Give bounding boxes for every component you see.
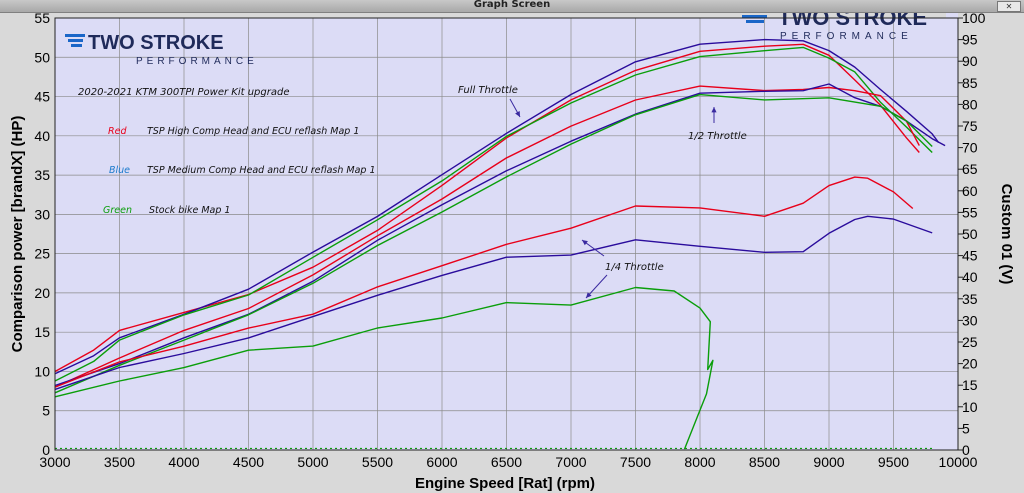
y-tick-label: 20 xyxy=(34,285,50,301)
x-tick-label: 3500 xyxy=(104,454,135,470)
window-title: Graph Screen xyxy=(473,0,551,10)
y-tick-labels: 0 5 10 15 20 25 30 35 40 45 50 55 xyxy=(34,13,50,458)
brand-logo: TWO STROKE PERFORMANCE xyxy=(65,32,258,67)
series-line-red xyxy=(54,85,920,388)
y2-tick-label: 10 xyxy=(962,399,978,415)
y-tick-label: 55 xyxy=(34,13,50,26)
x-tick-label: 8500 xyxy=(749,454,780,470)
y2-tick-label: 70 xyxy=(962,140,978,156)
y-tick-label: 25 xyxy=(34,246,50,262)
arrow-head-quarter-b xyxy=(586,292,592,298)
series-line-red xyxy=(54,176,914,388)
chart-title: 2020-2021 KTM 300TPI Power Kit upgrade xyxy=(78,87,290,98)
plot-border xyxy=(54,17,959,451)
annotation-full-throttle: Full Throttle xyxy=(458,85,518,96)
x-tick-label: 9500 xyxy=(878,454,909,470)
dyno-chart: 0 5 10 15 20 25 30 35 40 45 50 55 0 5 10 15 20 25 30 35 40 4… xyxy=(9,13,1015,492)
y-axis-title: Comparison power [brandX] (HP) xyxy=(9,116,26,353)
x-tick-label: 7000 xyxy=(555,454,586,470)
y2-tick-label: 25 xyxy=(962,334,978,350)
title-bar: Graph Screen ✕ xyxy=(0,0,1024,13)
legend-text-blue: TSP Medium Comp Head and ECU reflash Map… xyxy=(147,165,376,176)
x-axis-title: Engine Speed [Rat] (rpm) xyxy=(415,475,595,492)
x-tick-label: 6000 xyxy=(426,454,457,470)
x-tick-label: 8000 xyxy=(684,454,715,470)
legend-text-green: Stock bike Map 1 xyxy=(149,205,230,216)
y2-tick-label: 65 xyxy=(962,161,978,177)
x-tick-label: 3000 xyxy=(39,454,70,470)
y2-tick-label: 15 xyxy=(962,377,978,393)
y-tick-label: 10 xyxy=(34,363,50,379)
y-tick-label: 0 xyxy=(42,442,50,458)
brand-logo-right: TWO STROKE PERFORMANCE xyxy=(742,13,958,43)
y2-tick-label: 90 xyxy=(962,53,978,69)
y-tick-label: 45 xyxy=(34,89,50,105)
series-line-green xyxy=(54,46,933,382)
y2-tick-label: 35 xyxy=(962,291,978,307)
y2-axis-title: Custom 01 (V) xyxy=(998,184,1015,285)
y2-tick-label: 5 xyxy=(962,420,970,436)
legend-key-green: Green xyxy=(103,205,132,216)
close-icon[interactable]: ✕ xyxy=(997,1,1021,12)
x-tick-label: 6500 xyxy=(491,454,522,470)
annotation-quarter-throttle: 1/4 Throttle xyxy=(605,262,664,273)
y2-tick-label: 80 xyxy=(962,96,978,112)
series-line-green xyxy=(54,286,714,450)
y-tick-label: 30 xyxy=(34,206,50,222)
annotation-half-throttle: 1/2 Throttle xyxy=(688,131,747,142)
y2-tick-label: 20 xyxy=(962,356,978,372)
series-line-red xyxy=(54,43,920,373)
y2-tick-labels: 0 5 10 15 20 25 30 35 40 45 50 55 60 65 70 75 80 85 90 95 10… xyxy=(958,13,986,458)
annotation-arrows xyxy=(509,98,717,299)
arrow-head-quarter-a xyxy=(582,240,588,246)
y2-tick-label: 95 xyxy=(962,32,978,48)
legend-key-red: Red xyxy=(108,126,127,137)
x-tick-label: 7500 xyxy=(620,454,651,470)
x-tick-label: 9000 xyxy=(813,454,844,470)
x-tick-label: 5500 xyxy=(362,454,393,470)
series-line-blue xyxy=(54,215,933,391)
y-tick-label: 40 xyxy=(34,128,50,144)
y-tick-label: 35 xyxy=(34,167,50,183)
y2-tick-label: 55 xyxy=(962,204,978,220)
y-tick-label: 15 xyxy=(34,324,50,340)
y2-tick-label: 50 xyxy=(962,226,978,242)
x-tick-labels: 3000 3500 4000 4500 5000 5500 6000 6500 7000 7500… xyxy=(39,454,977,470)
logo-right-sub-text: PERFORMANCE xyxy=(780,31,913,42)
y2-tick-label: 100 xyxy=(962,13,986,26)
series-line-green xyxy=(54,93,933,394)
y2-tick-label: 75 xyxy=(962,118,978,134)
logo-right-brand-text: TWO STROKE xyxy=(778,13,927,30)
y2-tick-label: 0 xyxy=(962,442,970,458)
grid-lines xyxy=(54,17,959,451)
y2-tick-label: 45 xyxy=(962,248,978,264)
arrow-head-half xyxy=(711,107,717,113)
x-tick-label: 4000 xyxy=(168,454,199,470)
x-tick-label: 5000 xyxy=(297,454,328,470)
series-group xyxy=(54,38,946,450)
y2-tick-label: 30 xyxy=(962,312,978,328)
legend-key-blue: Blue xyxy=(109,165,130,176)
y-tick-label: 5 xyxy=(42,403,50,419)
logo-sub-text: PERFORMANCE xyxy=(136,56,258,67)
arrow-head-full xyxy=(515,111,520,117)
x-tick-label: 4500 xyxy=(233,454,264,470)
series-line-blue xyxy=(54,38,940,375)
y2-tick-label: 60 xyxy=(962,183,978,199)
x-tick-label: 10000 xyxy=(939,454,978,470)
legend-text-red: TSP High Comp Head and ECU reflash Map 1 xyxy=(147,126,359,137)
logo-brand-text: TWO STROKE xyxy=(88,32,224,54)
y-tick-label: 50 xyxy=(34,49,50,65)
y2-tick-label: 40 xyxy=(962,269,978,285)
y2-tick-label: 85 xyxy=(962,75,978,91)
